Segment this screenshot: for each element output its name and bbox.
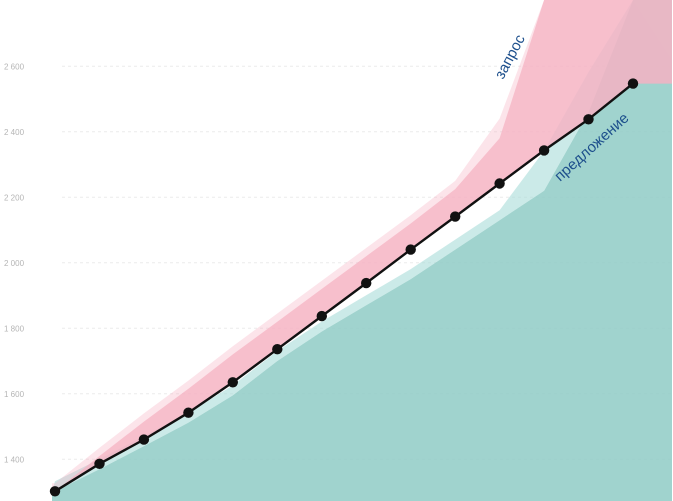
series-line-path — [54, 82, 634, 493]
data-point — [627, 78, 639, 89]
data-point — [316, 310, 327, 322]
data-point — [49, 486, 61, 497]
data-point — [94, 458, 105, 469]
supply-area — [52, 0, 672, 501]
bands — [52, 0, 672, 501]
y-tick-label: 1 600 — [4, 390, 25, 399]
data-point — [583, 114, 594, 125]
y-tick-label: 2 600 — [4, 62, 25, 71]
demand-band-outer — [52, 0, 672, 492]
data-point — [450, 211, 461, 222]
data-point — [405, 244, 416, 255]
series-line — [54, 82, 634, 493]
y-axis-labels: 1 400 1 600 1 800 2 000 2 200 2 400 2 600 — [4, 62, 25, 464]
series-points — [49, 78, 639, 497]
data-point — [361, 277, 372, 289]
y-tick-label: 2 000 — [4, 259, 25, 268]
y-tick-label: 1 400 — [4, 455, 25, 464]
y-tick-label: 1 800 — [4, 324, 25, 333]
demand-band — [52, 0, 672, 492]
data-point — [138, 434, 150, 445]
data-point — [538, 145, 550, 156]
data-point — [183, 407, 194, 418]
data-point — [227, 377, 238, 388]
y-tick-label: 2 200 — [4, 193, 25, 202]
data-point — [272, 344, 283, 355]
data-point — [494, 178, 505, 189]
y-tick-label: 2 400 — [4, 128, 25, 137]
